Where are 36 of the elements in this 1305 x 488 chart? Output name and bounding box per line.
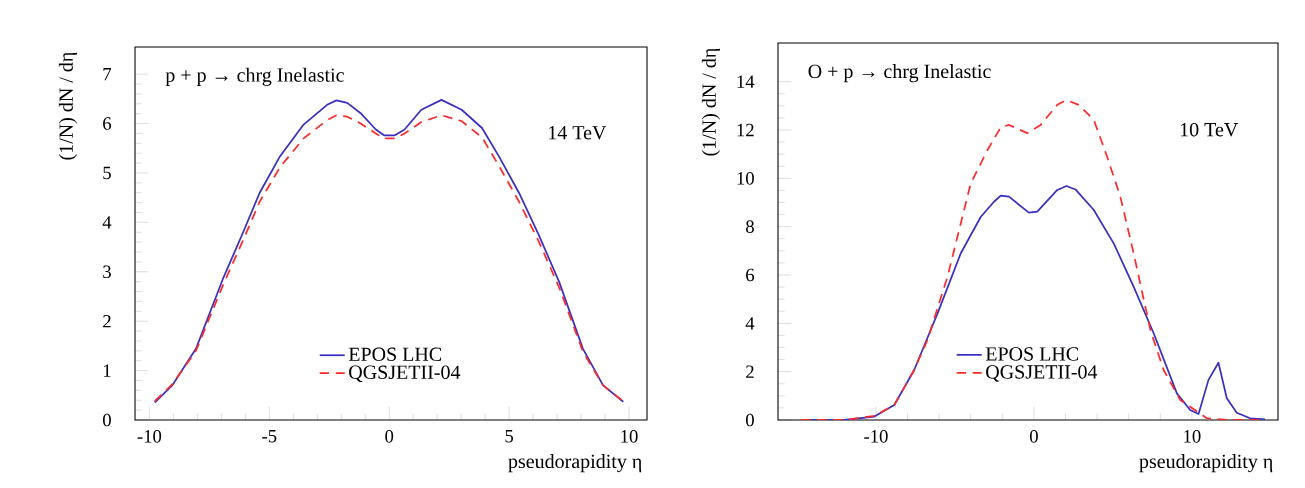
y-tick-label: 6 bbox=[103, 117, 112, 130]
y-tick-label: 4 bbox=[745, 317, 755, 330]
y-tick-label: 6 bbox=[746, 268, 755, 282]
y-tick-label: 14 bbox=[737, 75, 755, 88]
annotation: 10 TeV bbox=[1180, 122, 1239, 137]
y-tick-label: 3 bbox=[103, 265, 111, 279]
y-tick-label: 2 bbox=[746, 365, 754, 378]
y-tick-label: 7 bbox=[103, 68, 112, 81]
legend-label: QGSJETII-04 bbox=[986, 365, 1098, 382]
x-tick-label: 0 bbox=[1029, 430, 1038, 443]
y-axis-title: (1/N) dN / dη bbox=[701, 48, 720, 156]
x-tick-label: 0 bbox=[385, 430, 394, 443]
legend-label: QGSJETII-04 bbox=[349, 365, 461, 383]
x-tick-label: -10 bbox=[137, 430, 162, 443]
x-tick-label: 10 bbox=[1184, 430, 1201, 443]
x-tick-label: 10 bbox=[621, 430, 638, 443]
y-tick-label: 4 bbox=[102, 216, 112, 229]
x-tick-label: -5 bbox=[262, 430, 277, 443]
annotation: O + p → chrg Inelastic bbox=[808, 64, 991, 83]
y-tick-label: 2 bbox=[103, 315, 111, 328]
y-tick-label: 12 bbox=[737, 123, 754, 137]
y-tick-label: 0 bbox=[103, 413, 111, 427]
y-tick-label: 5 bbox=[103, 166, 111, 180]
y-axis-title: (1/N) dN / dη bbox=[58, 52, 77, 160]
y-tick-label: 10 bbox=[737, 172, 754, 185]
y-tick-label: 8 bbox=[746, 220, 754, 233]
x-axis-title: pseudorapidity η bbox=[508, 454, 642, 473]
x-tick-label: -10 bbox=[864, 430, 888, 443]
legend-label: EPOS LHC bbox=[985, 347, 1079, 361]
annotation: p + p → chrg Inelastic bbox=[165, 67, 344, 86]
annotation: 14 TeV bbox=[549, 126, 607, 140]
y-tick-label: 1 bbox=[103, 364, 111, 377]
x-tick-label: 5 bbox=[505, 430, 514, 443]
legend-label: EPOS LHC bbox=[348, 347, 442, 362]
x-axis-title: pseudorapidity η bbox=[1139, 454, 1273, 473]
y-tick-label: 0 bbox=[746, 413, 754, 427]
